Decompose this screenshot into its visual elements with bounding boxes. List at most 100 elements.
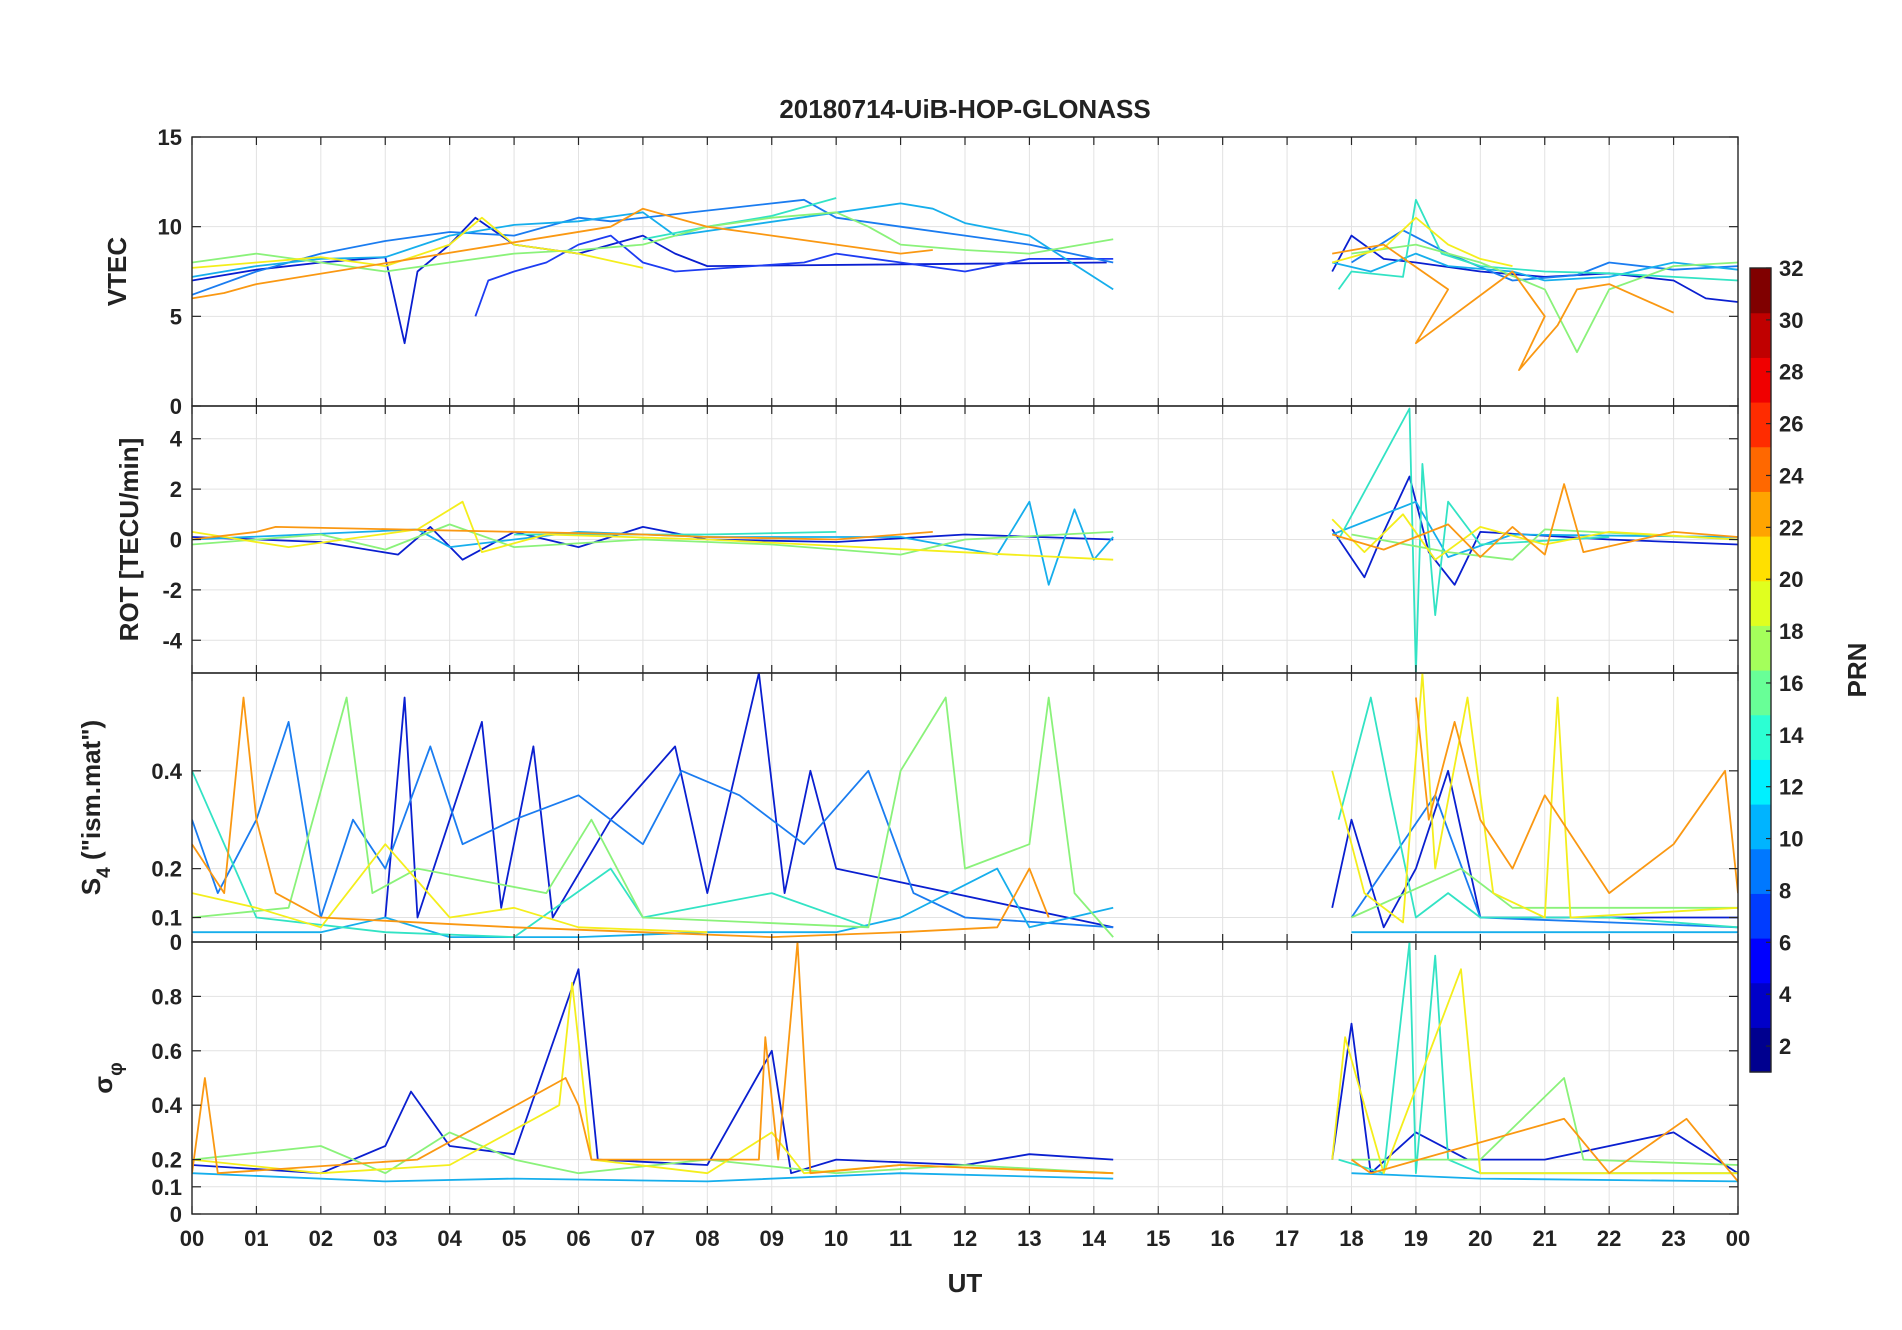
series-group bbox=[192, 407, 1738, 673]
y-tick-label: 15 bbox=[158, 125, 182, 150]
series-line-prn-20 bbox=[1331, 216, 1513, 267]
y-tick-label: 0.2 bbox=[151, 1148, 182, 1173]
colorbar-swatch bbox=[1750, 893, 1771, 939]
y-tick-label: -4 bbox=[162, 628, 182, 653]
series-line-prn-16 bbox=[1351, 1077, 1738, 1166]
y-tick-label: 0 bbox=[170, 1202, 182, 1227]
x-tick-label: 16 bbox=[1210, 1226, 1234, 1251]
y-tick-label: 0.8 bbox=[151, 984, 182, 1009]
y-tick-label: 2 bbox=[170, 477, 182, 502]
colorbar-swatch bbox=[1750, 357, 1771, 403]
x-tick-label: 00 bbox=[1726, 1226, 1750, 1251]
colorbar-swatch bbox=[1750, 446, 1771, 492]
y-axis-label: S4 ("ism.mat") bbox=[76, 720, 115, 895]
y-tick-label: -2 bbox=[162, 578, 182, 603]
x-tick-label: 20 bbox=[1468, 1226, 1492, 1251]
y-tick-label: 0.4 bbox=[151, 759, 182, 784]
colorbar-swatch bbox=[1750, 625, 1771, 671]
panel-grid bbox=[192, 942, 1738, 1214]
x-tick-label: 04 bbox=[437, 1226, 462, 1251]
colorbar-tick-label: 30 bbox=[1779, 308, 1803, 333]
x-tick-labels: 00 01 02 03 04 05 06 07 08 09 10 11 12 13 14 15 16 17 18 19… bbox=[180, 1226, 1750, 1251]
x-tick-label: 02 bbox=[309, 1226, 333, 1251]
x-tick-label: 18 bbox=[1339, 1226, 1363, 1251]
colorbar-tick-label: 6 bbox=[1779, 930, 1791, 955]
series-line-prn-7 bbox=[1350, 794, 1738, 929]
series-line-prn-23 bbox=[1415, 697, 1738, 894]
series-line-prn-13 bbox=[1337, 696, 1738, 929]
series-line-prn-10 bbox=[192, 500, 1114, 586]
s4-panel: 0.1 0.2 0.4 0 S4 ("ism.mat") bbox=[76, 672, 1739, 955]
y-tick-label: 0 bbox=[170, 394, 182, 419]
y-tick-label: 10 bbox=[158, 215, 182, 240]
colorbar-swatch bbox=[1750, 982, 1771, 1028]
y-tick-label: 5 bbox=[170, 304, 182, 329]
series-group bbox=[192, 197, 1738, 371]
colorbar-tick-label: 8 bbox=[1779, 878, 1791, 903]
colorbar-tick-label: 20 bbox=[1779, 567, 1803, 592]
colorbar-swatch bbox=[1750, 848, 1771, 894]
series-line-prn-3 bbox=[192, 526, 1114, 561]
series-line-prn-23 bbox=[192, 696, 1050, 938]
y-axis-label-subscript: 4 bbox=[94, 867, 115, 878]
colorbar-frame bbox=[1749, 267, 1772, 1073]
y-axis-label-subscript: φ bbox=[106, 1062, 127, 1076]
x-tick-label: 19 bbox=[1404, 1226, 1428, 1251]
series-line-prn-16 bbox=[192, 523, 1114, 556]
x-tick-label: 01 bbox=[244, 1226, 268, 1251]
series-line-prn-20 bbox=[1331, 673, 1738, 924]
colorbar-tick-label: 16 bbox=[1779, 671, 1803, 696]
x-tick-label: 23 bbox=[1661, 1226, 1685, 1251]
series-line-prn-3 bbox=[192, 216, 1107, 345]
series-line-prn-23 bbox=[1332, 243, 1674, 371]
figure-title: 20180714-UiB-HOP-GLONASS bbox=[779, 94, 1150, 124]
colorbar-swatch bbox=[1750, 268, 1771, 314]
x-tick-label: 00 bbox=[180, 1226, 204, 1251]
colorbar-swatch bbox=[1750, 804, 1771, 850]
colorbar-tick-label: 22 bbox=[1779, 515, 1803, 540]
vtec-panel: 0 5 10 15 VTEC bbox=[102, 125, 1739, 419]
series-line-prn-16 bbox=[192, 696, 1114, 938]
colorbar-swatch bbox=[1750, 580, 1771, 626]
colorbar-tick-label: 26 bbox=[1779, 412, 1803, 437]
x-tick-label: 08 bbox=[695, 1226, 719, 1251]
series-line-prn-20 bbox=[192, 500, 1114, 561]
y-tick-label: 0.4 bbox=[151, 1093, 182, 1118]
colorbar-tick-label: 2 bbox=[1779, 1034, 1791, 1059]
series-line-prn-23 bbox=[1331, 483, 1738, 558]
colorbar-tick-label: 4 bbox=[1779, 982, 1792, 1007]
colorbar-tick-label: 10 bbox=[1779, 827, 1803, 852]
sigma-phi-panel: 00.10.2 0.4 0.6 0.8 σφ bbox=[88, 941, 1739, 1227]
colorbar-label: PRN bbox=[1842, 643, 1872, 698]
series-line-prn-23 bbox=[192, 526, 933, 541]
series-line-prn-13 bbox=[192, 770, 869, 938]
series-line-prn-13 bbox=[514, 531, 837, 536]
colorbar-tick-label: 28 bbox=[1779, 360, 1803, 385]
colorbar-swatch bbox=[1750, 670, 1771, 716]
colorbar-tick-label: 32 bbox=[1779, 256, 1803, 281]
x-tick-label: 15 bbox=[1146, 1226, 1170, 1251]
rot-panel: -4 -2 0 2 4 ROT [TECU/min] bbox=[114, 405, 1739, 674]
y-tick-label: 4 bbox=[170, 427, 183, 452]
colorbar-swatch bbox=[1750, 491, 1771, 537]
colorbar-swatch bbox=[1750, 759, 1771, 805]
series-line-prn-13 bbox=[1337, 198, 1738, 290]
x-tick-label: 05 bbox=[502, 1226, 526, 1251]
y-axis-label: ROT [TECU/min] bbox=[114, 438, 144, 642]
colorbar-swatch bbox=[1750, 312, 1771, 358]
x-axis-label: UT bbox=[948, 1268, 983, 1298]
y-tick-label: 0.1 bbox=[151, 906, 182, 931]
y-tick-label: 0 bbox=[170, 528, 182, 553]
series-line-prn-23 bbox=[192, 207, 933, 300]
x-tick-label: 09 bbox=[760, 1226, 784, 1251]
x-tick-label: 13 bbox=[1017, 1226, 1041, 1251]
series-line-prn-16 bbox=[1351, 867, 1738, 919]
x-tick-label: 22 bbox=[1597, 1226, 1621, 1251]
y-tick-label: 0.1 bbox=[151, 1175, 182, 1200]
x-tick-label: 07 bbox=[631, 1226, 655, 1251]
colorbar-swatch bbox=[1750, 1027, 1771, 1073]
y-axis-label-main: S bbox=[76, 878, 106, 895]
series-line-prn-20 bbox=[192, 843, 708, 934]
